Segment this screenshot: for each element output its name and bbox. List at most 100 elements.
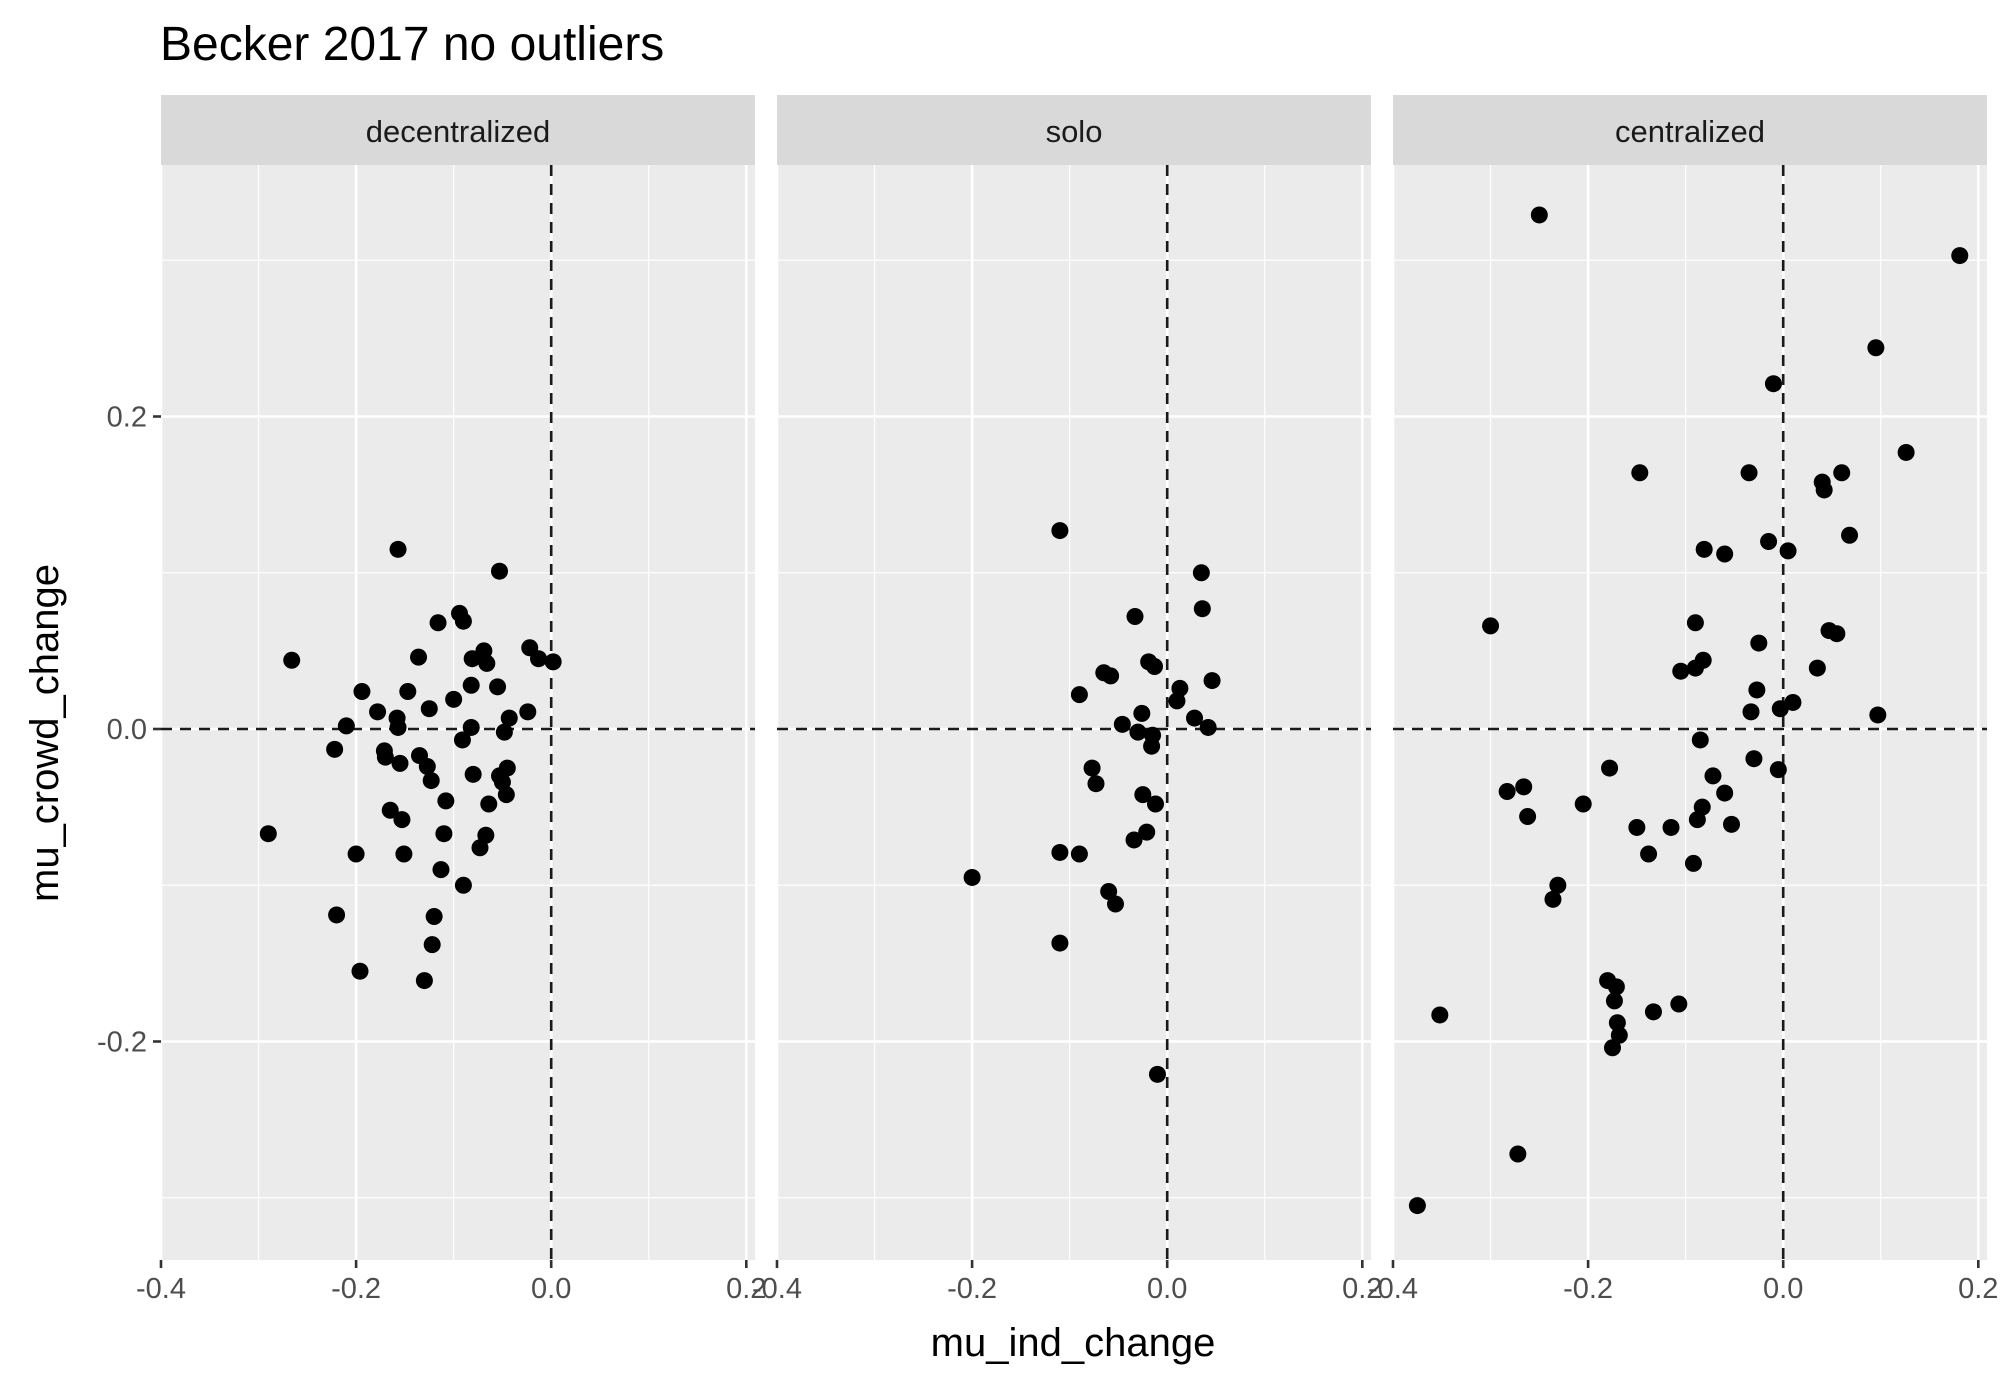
data-point [1784, 693, 1802, 711]
data-point [1748, 681, 1766, 699]
data-point [477, 826, 495, 844]
data-point [1769, 761, 1787, 779]
data-point [1722, 815, 1740, 833]
data-point [326, 740, 344, 758]
x-tick-label: -0.4 [1368, 1273, 1418, 1305]
x-tick-label: -0.4 [752, 1273, 802, 1305]
y-tick-label: -0.2 [97, 1027, 147, 1059]
data-point [1203, 672, 1221, 690]
data-point [1610, 1026, 1628, 1044]
data-point [1519, 808, 1537, 825]
data-point [415, 972, 433, 990]
facet-panels: decentralized -0.4 -0.2 0.0 0.2 solo -0.4 -0.2 0… [136, 95, 1998, 1305]
data-point [1640, 845, 1658, 863]
data-point [391, 754, 409, 772]
data-point [490, 562, 508, 580]
data-point [389, 540, 407, 558]
data-point [462, 718, 480, 736]
data-point [420, 700, 438, 718]
data-point [1670, 995, 1688, 1013]
facet-centralized: centralized -0.4 -0.2 0.0 0.2 [1368, 95, 1998, 1305]
data-point [1083, 759, 1101, 777]
x-tick-label: -0.2 [947, 1273, 997, 1305]
data-point [1601, 759, 1619, 777]
data-point [495, 723, 513, 741]
data-point [351, 962, 369, 980]
data-point [1716, 545, 1734, 563]
x-tick-label: -0.2 [1563, 1273, 1613, 1305]
panel-background [161, 165, 755, 1260]
data-point [435, 825, 453, 843]
data-point [1051, 843, 1069, 861]
data-point [376, 748, 394, 766]
data-point [399, 683, 417, 700]
data-point [1051, 522, 1069, 540]
data-point [963, 868, 981, 886]
facet-strip-label: solo [1046, 114, 1103, 149]
data-point [1764, 375, 1782, 393]
data-point [498, 759, 516, 777]
data-point [1070, 845, 1088, 863]
y-axis: -0.2 0.0 0.2 [97, 402, 161, 1059]
x-tick-label: 0.2 [1958, 1273, 1998, 1305]
data-point [381, 801, 399, 819]
data-point [462, 676, 480, 694]
panel-background [1393, 165, 1987, 1260]
data-point [1134, 786, 1152, 804]
data-point [429, 614, 447, 632]
data-point [1133, 704, 1151, 722]
data-point [497, 786, 515, 804]
data-point [389, 718, 407, 736]
data-point [259, 825, 277, 843]
data-point [1605, 992, 1623, 1010]
data-point [1684, 854, 1702, 872]
data-point [393, 811, 411, 829]
data-point [437, 792, 455, 810]
data-point [1695, 540, 1713, 558]
data-point [1408, 1197, 1426, 1215]
data-point [1148, 1065, 1166, 1083]
data-point [1608, 1014, 1626, 1032]
chart-title: Becker 2017 no outliers [160, 18, 664, 71]
data-point [1644, 1003, 1662, 1021]
data-point [1815, 481, 1833, 499]
panel-background [777, 165, 1371, 1260]
data-point [1515, 778, 1533, 796]
data-point [1193, 600, 1211, 618]
data-point [1530, 206, 1548, 224]
data-point [1113, 715, 1131, 733]
data-point [1146, 658, 1164, 675]
data-point [1869, 706, 1887, 724]
data-point [544, 653, 562, 671]
data-point [1662, 818, 1680, 836]
facet-solo: solo -0.4 -0.2 0.0 0.2 [752, 95, 1382, 1305]
data-point [1126, 608, 1144, 625]
data-point [283, 651, 301, 669]
data-point [1760, 533, 1778, 550]
data-point [423, 936, 441, 954]
facet-strip [777, 95, 1371, 165]
data-point [1087, 775, 1105, 793]
data-point [1750, 634, 1768, 652]
data-point [454, 876, 472, 894]
data-point [1482, 617, 1500, 635]
data-point [1051, 934, 1069, 952]
x-tick-label: 0.2 [726, 1273, 766, 1305]
facet-strip-label: centralized [1615, 114, 1765, 149]
data-point [1102, 667, 1120, 685]
data-point [1146, 795, 1164, 813]
data-point [432, 861, 450, 879]
x-tick-label: 0.0 [1147, 1273, 1187, 1305]
data-point [328, 906, 346, 924]
data-point [422, 772, 440, 790]
data-point [1631, 464, 1649, 482]
data-point [1549, 876, 1567, 894]
x-tick-label: -0.2 [331, 1273, 381, 1305]
data-point [1828, 625, 1846, 643]
data-point [1693, 798, 1711, 816]
facet-strip [1393, 95, 1987, 165]
data-point [1603, 1039, 1621, 1057]
data-point [453, 731, 471, 749]
data-point [1716, 784, 1734, 802]
